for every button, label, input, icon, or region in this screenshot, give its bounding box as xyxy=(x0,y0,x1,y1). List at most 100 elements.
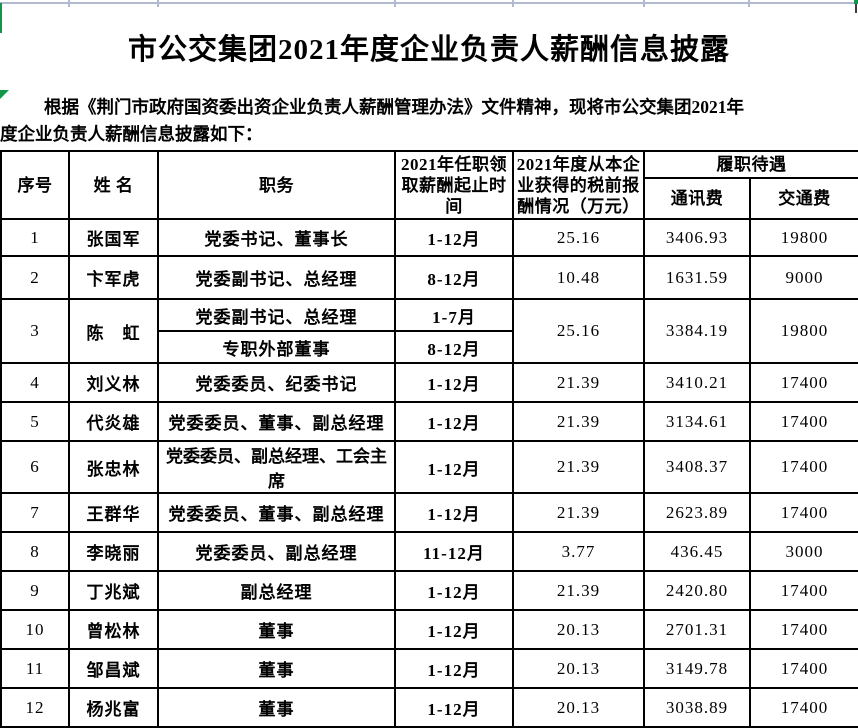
cell-position[interactable]: 党委委员、副总经理 xyxy=(157,531,396,572)
cell-pay[interactable]: 3.77 xyxy=(512,531,645,572)
header-benefits[interactable]: 履职待遇 xyxy=(643,150,858,179)
cell-name[interactable]: 陈 虹 xyxy=(68,298,159,364)
cell-comm[interactable]: 3149.78 xyxy=(643,648,751,689)
cell-pay[interactable]: 21.39 xyxy=(512,401,645,442)
cell-position[interactable]: 董事 xyxy=(157,609,396,650)
cell-period[interactable]: 1-12月 xyxy=(394,648,514,689)
cell-comm[interactable]: 2420.80 xyxy=(643,570,751,611)
cell-transport[interactable]: 17400 xyxy=(749,492,858,533)
cell-position[interactable]: 党委委员、董事、副总经理 xyxy=(157,492,396,533)
cell-period[interactable]: 1-12月 xyxy=(394,362,514,403)
cell-name[interactable]: 刘义林 xyxy=(68,362,159,403)
cell-period[interactable]: 1-7月 xyxy=(394,298,514,332)
cell-position[interactable]: 副总经理 xyxy=(157,570,396,611)
cell-period[interactable]: 1-12月 xyxy=(394,401,514,442)
cell-seq[interactable]: 7 xyxy=(0,492,70,533)
cell-period[interactable]: 8-12月 xyxy=(394,255,514,300)
cell-position[interactable]: 党委副书记、总经理 xyxy=(157,298,396,332)
cell-position[interactable]: 党委副书记、总经理 xyxy=(157,255,396,300)
table-row: 6 张忠林 党委委员、副总经理、工会主席 1-12月 21.39 3408.37… xyxy=(0,440,858,494)
cell-seq[interactable]: 3 xyxy=(0,298,70,364)
cell-transport[interactable]: 19800 xyxy=(749,218,858,257)
header-seq[interactable]: 序号 xyxy=(0,150,70,220)
cell-comm[interactable]: 3038.89 xyxy=(643,687,751,728)
cell-seq[interactable]: 4 xyxy=(0,362,70,403)
cell-pay[interactable]: 21.39 xyxy=(512,570,645,611)
cell-period[interactable]: 1-12月 xyxy=(394,687,514,728)
cell-name[interactable]: 代炎雄 xyxy=(68,401,159,442)
cell-transport[interactable]: 17400 xyxy=(749,570,858,611)
cell-seq[interactable]: 6 xyxy=(0,440,70,494)
header-pay[interactable]: 2021年度从本企业获得的税前报酬情况（万元） xyxy=(512,150,645,220)
header-name[interactable]: 姓 名 xyxy=(68,150,159,220)
cell-position[interactable]: 党委委员、副总经理、工会主席 xyxy=(157,440,396,494)
cell-pay[interactable]: 20.13 xyxy=(512,687,645,728)
cell-comm[interactable]: 3408.37 xyxy=(643,440,751,494)
intro-line-1: 根据《荆门市政府国资委出资企业负责人薪酬管理办法》文件精神，现将市公交集团202… xyxy=(44,97,744,117)
cell-name[interactable]: 张忠林 xyxy=(68,440,159,494)
page-title[interactable]: 市公交集团2021年度企业负责人薪酬信息披露 xyxy=(127,34,730,66)
cell-comm[interactable]: 2701.31 xyxy=(643,609,751,650)
cell-comm[interactable]: 3410.21 xyxy=(643,362,751,403)
cell-name[interactable]: 邹昌斌 xyxy=(68,648,159,689)
cell-transport[interactable]: 17400 xyxy=(749,362,858,403)
cell-comm[interactable]: 1631.59 xyxy=(643,255,751,300)
cell-comm[interactable]: 2623.89 xyxy=(643,492,751,533)
cell-period[interactable]: 1-12月 xyxy=(394,570,514,611)
cell-seq[interactable]: 10 xyxy=(0,609,70,650)
cell-transport[interactable]: 17400 xyxy=(749,609,858,650)
cell-period[interactable]: 11-12月 xyxy=(394,531,514,572)
table-row: 5 代炎雄 党委委员、董事、副总经理 1-12月 21.39 3134.61 1… xyxy=(0,401,858,442)
cell-pay[interactable]: 21.39 xyxy=(512,362,645,403)
cell-position[interactable]: 董事 xyxy=(157,687,396,728)
cell-seq[interactable]: 1 xyxy=(0,218,70,257)
cell-pay[interactable]: 20.13 xyxy=(512,648,645,689)
intro-paragraph[interactable]: 根据《荆门市政府国资委出资企业负责人薪酬管理办法》文件精神，现将市公交集团202… xyxy=(0,94,858,148)
cell-position[interactable]: 党委委员、董事、副总经理 xyxy=(157,401,396,442)
cell-name[interactable]: 曾松林 xyxy=(68,609,159,650)
header-transport[interactable]: 交通费 xyxy=(749,177,858,220)
cell-comm[interactable]: 3406.93 xyxy=(643,218,751,257)
cell-seq[interactable]: 11 xyxy=(0,648,70,689)
cell-name[interactable]: 张国军 xyxy=(68,218,159,257)
cell-seq[interactable]: 9 xyxy=(0,570,70,611)
cell-period[interactable]: 1-12月 xyxy=(394,440,514,494)
cell-period[interactable]: 1-12月 xyxy=(394,492,514,533)
header-comm[interactable]: 通讯费 xyxy=(643,177,751,220)
cell-transport[interactable]: 17400 xyxy=(749,648,858,689)
cell-pay[interactable]: 20.13 xyxy=(512,609,645,650)
cell-comm[interactable]: 436.45 xyxy=(643,531,751,572)
cell-comm[interactable]: 3384.19 xyxy=(643,298,751,364)
cell-position[interactable]: 专职外部董事 xyxy=(157,330,396,364)
cell-period[interactable]: 8-12月 xyxy=(394,330,514,364)
cell-transport[interactable]: 17400 xyxy=(749,440,858,494)
cell-seq[interactable]: 12 xyxy=(0,687,70,728)
cell-period[interactable]: 1-12月 xyxy=(394,218,514,257)
cell-pay[interactable]: 10.48 xyxy=(512,255,645,300)
cell-name[interactable]: 丁兆斌 xyxy=(68,570,159,611)
cell-name[interactable]: 杨兆富 xyxy=(68,687,159,728)
cell-position[interactable]: 党委委员、纪委书记 xyxy=(157,362,396,403)
cell-position[interactable]: 党委书记、董事长 xyxy=(157,218,396,257)
cell-comm[interactable]: 3134.61 xyxy=(643,401,751,442)
header-position[interactable]: 职务 xyxy=(157,150,396,220)
cell-pay[interactable]: 25.16 xyxy=(512,218,645,257)
cell-transport[interactable]: 19800 xyxy=(749,298,858,364)
table-row: 4 刘义林 党委委员、纪委书记 1-12月 21.39 3410.21 1740… xyxy=(0,362,858,403)
cell-pay[interactable]: 25.16 xyxy=(512,298,645,364)
cell-pay[interactable]: 21.39 xyxy=(512,440,645,494)
cell-seq[interactable]: 2 xyxy=(0,255,70,300)
cell-pay[interactable]: 21.39 xyxy=(512,492,645,533)
cell-name[interactable]: 王群华 xyxy=(68,492,159,533)
cell-name[interactable]: 李晓丽 xyxy=(68,531,159,572)
cell-position[interactable]: 董事 xyxy=(157,648,396,689)
cell-seq[interactable]: 5 xyxy=(0,401,70,442)
cell-transport[interactable]: 17400 xyxy=(749,687,858,728)
cell-seq[interactable]: 8 xyxy=(0,531,70,572)
cell-name[interactable]: 卞军虎 xyxy=(68,255,159,300)
cell-transport[interactable]: 3000 xyxy=(749,531,858,572)
cell-period[interactable]: 1-12月 xyxy=(394,609,514,650)
header-period[interactable]: 2021年任职领取薪酬起止时间 xyxy=(394,150,514,220)
cell-transport[interactable]: 17400 xyxy=(749,401,858,442)
cell-transport[interactable]: 9000 xyxy=(749,255,858,300)
